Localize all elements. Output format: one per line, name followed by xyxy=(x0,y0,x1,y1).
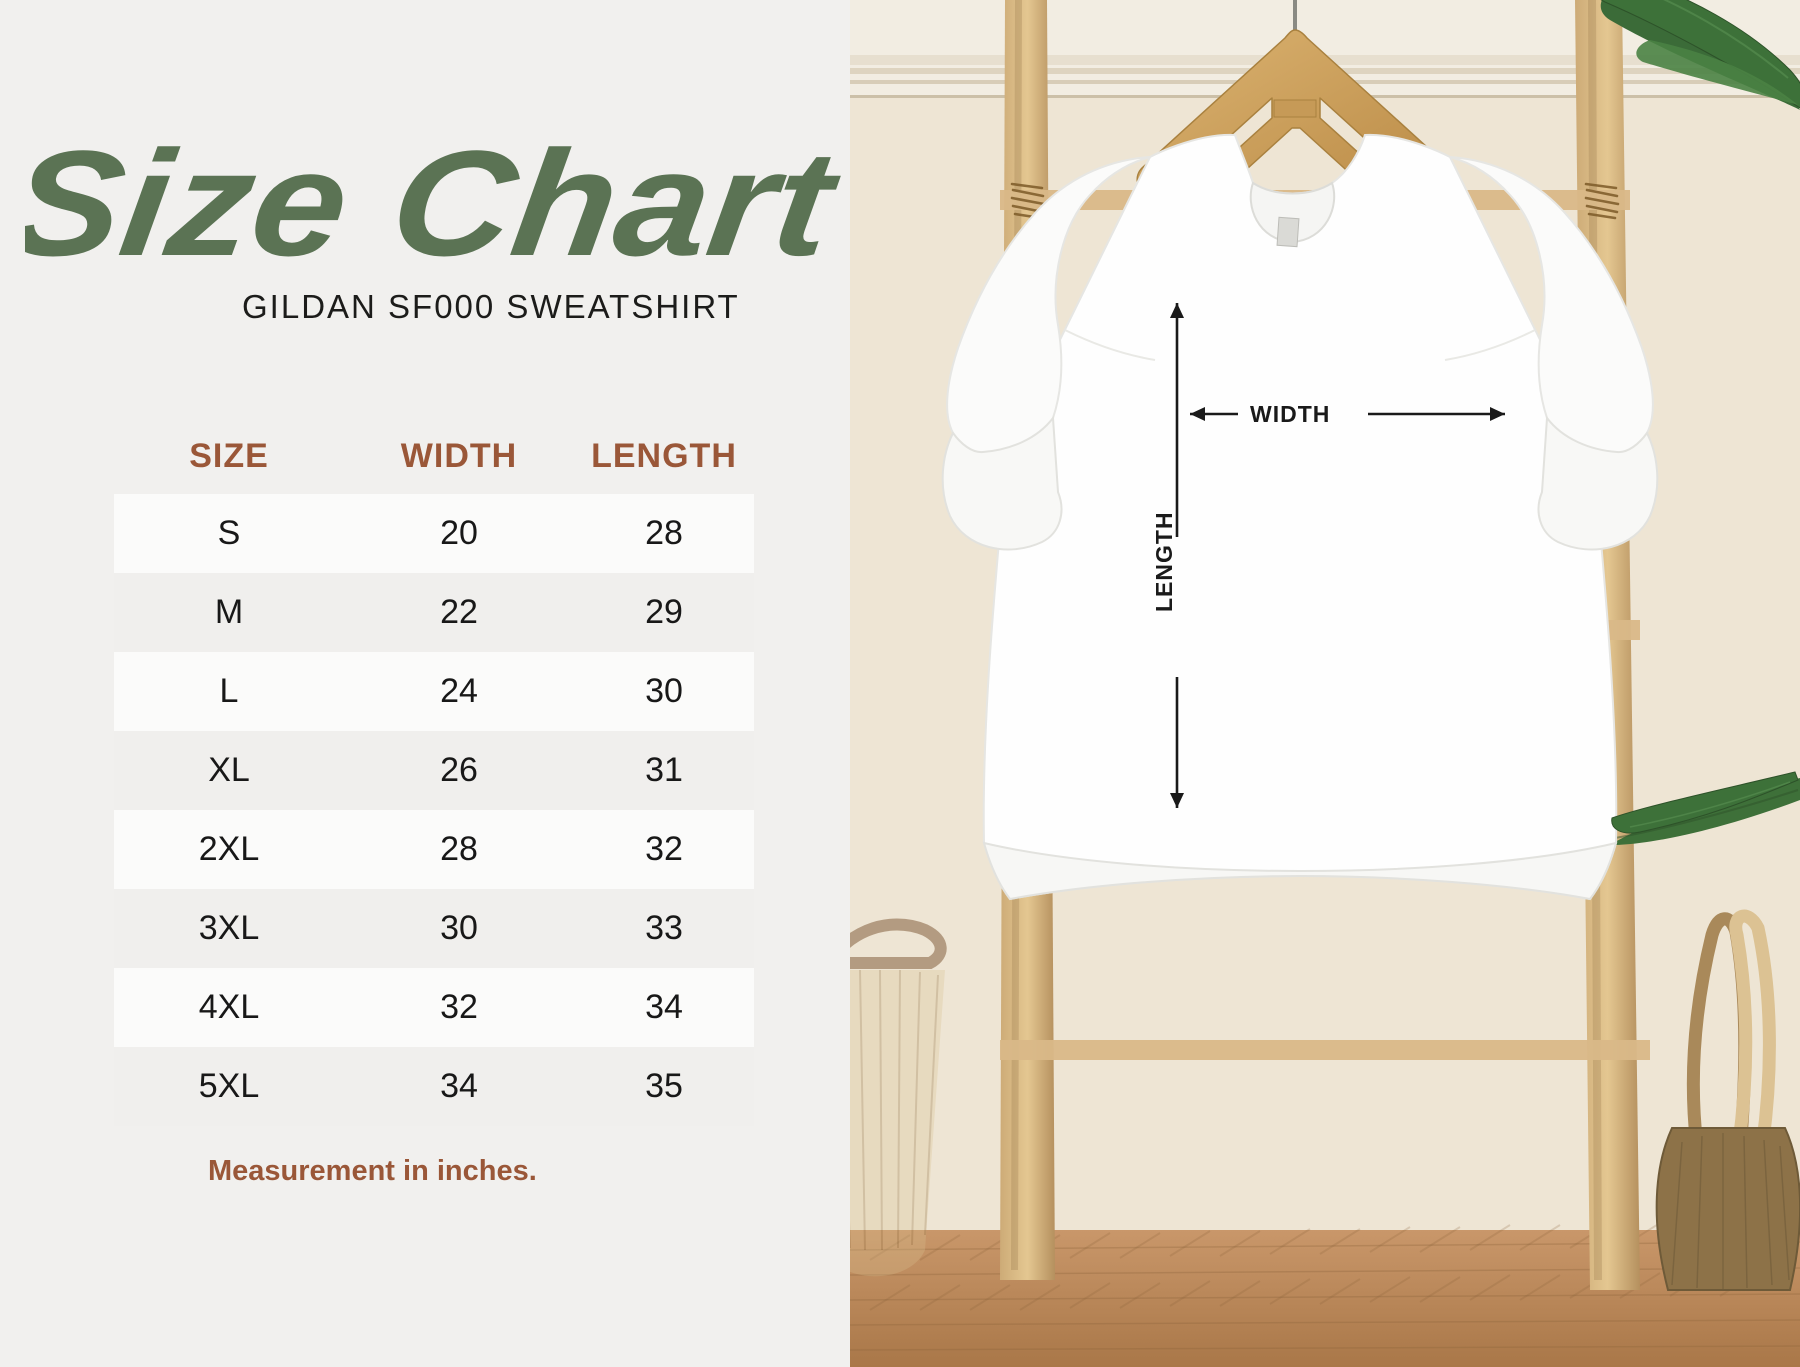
svg-text:LENGTH: LENGTH xyxy=(1151,511,1177,612)
svg-text:WIDTH: WIDTH xyxy=(1250,401,1330,427)
svg-text:Size Chart: Size Chart xyxy=(25,120,849,287)
